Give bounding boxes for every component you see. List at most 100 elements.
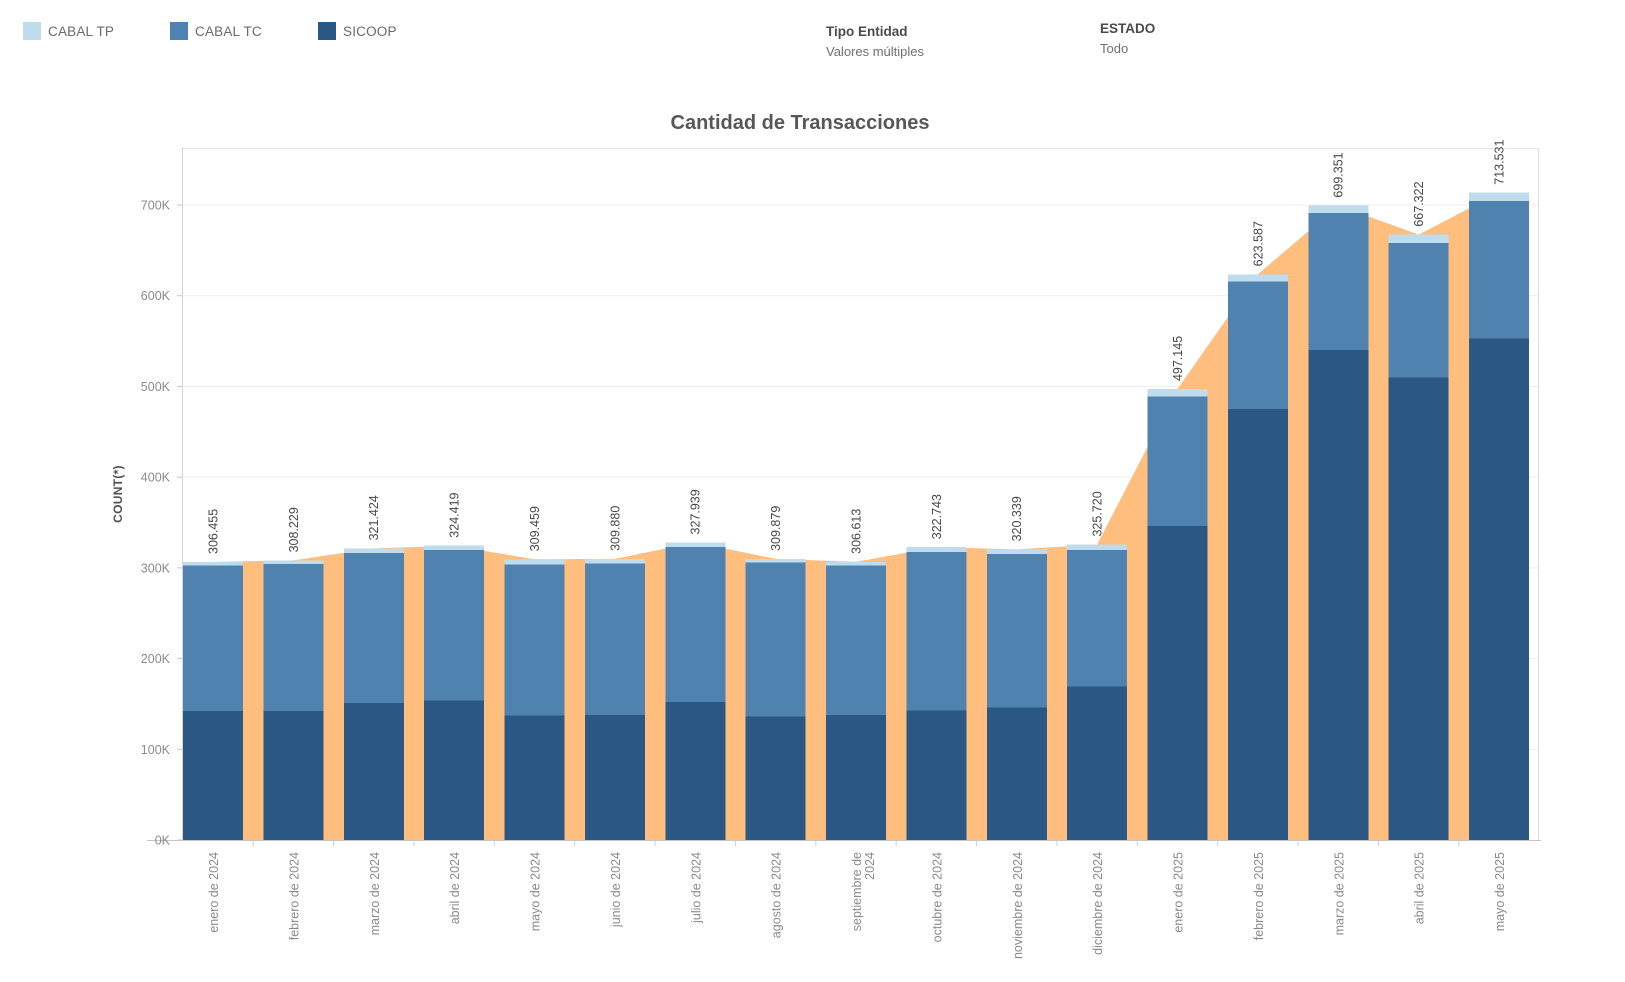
bar-segment-cabal-tc[interactable] [906, 552, 967, 711]
bar-segment-sicoop[interactable] [1469, 338, 1529, 840]
bar-total-label: 308.229 [287, 507, 301, 552]
legend-item-cabal-tp[interactable]: CABAL TP [23, 22, 114, 40]
bar-segment-cabal-tp[interactable] [584, 558, 645, 564]
y-tick-label: 300K [141, 561, 171, 575]
bar-segment-sicoop[interactable] [665, 702, 726, 840]
x-axis-label: septiembre de2024 [850, 852, 877, 931]
bar-segment-sicoop[interactable] [263, 711, 324, 840]
bar-segment-cabal-tc[interactable] [504, 564, 565, 716]
bar-segment-cabal-tc[interactable] [1147, 396, 1208, 527]
legend-swatch-cabal-tp-icon [23, 22, 41, 40]
x-axis-label: abril de 2025 [1413, 852, 1427, 924]
bar-segment-sicoop[interactable] [1067, 686, 1128, 840]
bar-segment-sicoop[interactable] [424, 700, 485, 840]
bar-segment-sicoop[interactable] [183, 711, 243, 840]
bar-segment-cabal-tp[interactable] [826, 561, 886, 566]
bar-total-label: 497.145 [1171, 336, 1185, 381]
y-tick-label: 400K [141, 471, 171, 485]
bar-segment-cabal-tp[interactable] [343, 548, 404, 553]
bar-segment-cabal-tc[interactable] [1067, 549, 1128, 687]
bar-segment-cabal-tc[interactable] [1308, 212, 1369, 351]
bar-segment-cabal-tc[interactable] [424, 550, 485, 701]
bar-segment-sicoop[interactable] [1227, 409, 1288, 840]
bar-total-label: 699.351 [1332, 152, 1346, 197]
bar-segment-sicoop[interactable] [343, 703, 404, 840]
y-tick-label: 100K [141, 743, 171, 757]
bar-total-label: 321.424 [367, 495, 381, 540]
filter-title: ESTADO [1100, 21, 1156, 36]
bar-segment-cabal-tp[interactable] [1388, 234, 1449, 243]
bar-segment-sicoop[interactable] [504, 715, 565, 840]
bar-segment-cabal-tp[interactable] [1067, 544, 1128, 550]
y-tick-label: 500K [141, 380, 171, 394]
legend-label: SICOOP [343, 23, 397, 39]
legend-swatch-cabal-tc-icon [170, 22, 188, 40]
bar-segment-cabal-tp[interactable] [1147, 389, 1208, 397]
x-axis-label: octubre de 2024 [930, 852, 944, 942]
bar-total-label: 667.322 [1412, 181, 1426, 226]
bar-segment-cabal-tp[interactable] [183, 562, 243, 566]
bar-segment-cabal-tc[interactable] [263, 564, 324, 712]
bar-segment-cabal-tc[interactable] [986, 553, 1047, 708]
bar-segment-sicoop[interactable] [745, 716, 806, 840]
bar-segment-sicoop[interactable] [986, 707, 1047, 840]
x-axis-label: diciembre de 2024 [1091, 852, 1105, 955]
bar-total-label: 327.939 [689, 489, 703, 534]
filter-tipo-entidad[interactable]: Tipo Entidad Valores múltiples [826, 24, 924, 59]
bar-segment-sicoop[interactable] [1308, 350, 1369, 840]
legend-label: CABAL TP [48, 23, 115, 39]
legend-item-sicoop[interactable]: SICOOP [318, 22, 397, 40]
x-axis-label: agosto de 2024 [770, 852, 784, 938]
x-axis-label: mayo de 2025 [1493, 852, 1507, 931]
bar-total-label: 713.531 [1493, 139, 1507, 184]
bar-segment-cabal-tc[interactable] [343, 552, 404, 704]
bar-segment-cabal-tp[interactable] [906, 547, 967, 553]
bar-segment-sicoop[interactable] [1147, 526, 1208, 840]
legend-swatch-sicoop-icon [318, 22, 336, 40]
x-axis-label: mayo de 2024 [529, 852, 543, 931]
bar-segment-cabal-tc[interactable] [1469, 200, 1529, 339]
bar-segment-cabal-tc[interactable] [745, 562, 806, 717]
bar-segment-cabal-tp[interactable] [1469, 192, 1529, 201]
x-axis-label: marzo de 2024 [368, 852, 382, 935]
x-axis-label: junio de 2024 [609, 852, 623, 928]
bar-segment-cabal-tp[interactable] [986, 549, 1047, 554]
y-tick-label: 200K [141, 652, 171, 666]
bar-segment-cabal-tc[interactable] [1388, 242, 1449, 378]
bar-segment-sicoop[interactable] [1388, 377, 1449, 840]
bar-segment-cabal-tp[interactable] [665, 542, 726, 548]
bar-segment-sicoop[interactable] [584, 714, 645, 840]
bar-total-label: 309.879 [769, 506, 783, 551]
bar-segment-cabal-tp[interactable] [263, 560, 324, 565]
chart-title: Cantidad de Transacciones [670, 112, 930, 134]
bar-segment-cabal-tc[interactable] [584, 563, 645, 715]
bar-total-label: 306.455 [207, 509, 221, 554]
bar-segment-cabal-tc[interactable] [183, 565, 243, 712]
bar-segment-cabal-tp[interactable] [424, 545, 485, 551]
bar-segment-cabal-tp[interactable] [1308, 205, 1369, 213]
bar-total-label: 320.339 [1010, 496, 1024, 541]
x-axis-label: enero de 2025 [1172, 852, 1186, 933]
x-axis-label: enero de 2024 [207, 852, 221, 933]
bar-segment-cabal-tp[interactable] [1227, 274, 1288, 282]
bar-segment-cabal-tc[interactable] [665, 547, 726, 703]
x-axis-label: noviembre de 2024 [1011, 852, 1025, 959]
x-axis-label: febrero de 2024 [287, 852, 301, 940]
bar-total-label: 309.880 [608, 506, 622, 551]
bar-segment-cabal-tp[interactable] [504, 559, 565, 565]
bar-total-label: 623.587 [1251, 221, 1265, 266]
bar-segment-cabal-tp[interactable] [745, 558, 806, 563]
filter-estado[interactable]: ESTADO Todo [1100, 21, 1155, 56]
bar-segment-cabal-tc[interactable] [826, 565, 886, 715]
bar-segment-sicoop[interactable] [906, 710, 967, 840]
bar-total-label: 309.459 [528, 506, 542, 551]
x-axis-label: abril de 2024 [448, 852, 462, 924]
y-tick-label: 700K [141, 199, 171, 213]
bar-segment-cabal-tc[interactable] [1227, 281, 1288, 410]
legend-item-cabal-tc[interactable]: CABAL TC [170, 22, 262, 40]
x-axis-label: febrero de 2025 [1252, 852, 1266, 940]
bar-total-label: 322.743 [930, 494, 944, 539]
bar-segment-sicoop[interactable] [826, 714, 886, 840]
